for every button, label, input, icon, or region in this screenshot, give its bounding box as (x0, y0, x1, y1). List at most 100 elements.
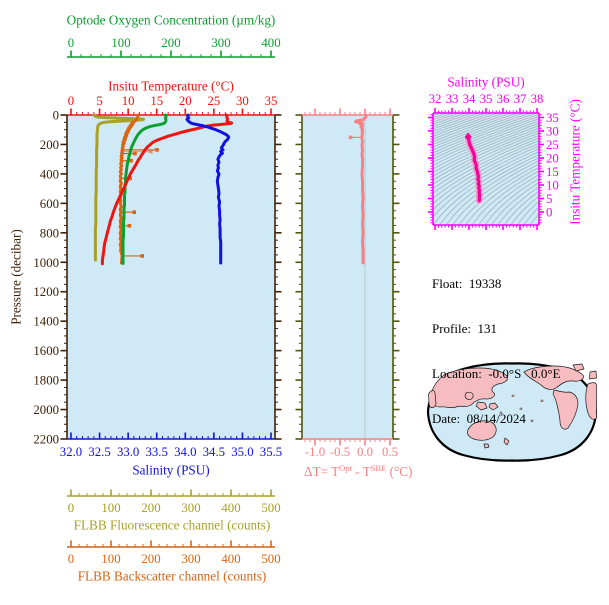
pressure-axis-title: Pressure (decibar) (8, 229, 24, 325)
delta-t-top-axis (302, 108, 393, 116)
svg-text:36: 36 (497, 92, 510, 106)
oxygen-axis-title: Optode Oxygen Concentration (µm/kg) (66, 12, 276, 28)
svg-text:400: 400 (261, 36, 280, 50)
svg-text:0: 0 (68, 501, 74, 515)
svg-text:0: 0 (53, 109, 59, 123)
salinity-axis-title: Salinity (PSU) (132, 462, 210, 478)
delta-t-label-part: - T (351, 464, 371, 480)
ts-surface-marker (464, 132, 472, 142)
float-id: Float: 19338 (432, 276, 502, 291)
svg-text:400: 400 (221, 552, 240, 566)
svg-text:15: 15 (150, 94, 163, 108)
svg-text:2200: 2200 (33, 433, 59, 447)
svg-text:33.0: 33.0 (117, 445, 139, 459)
float-info-block: Float: 19338 Profile: 131 Location: -0.0… (432, 246, 560, 456)
delta-t-pressure-border-r (392, 114, 400, 440)
svg-text:10: 10 (122, 94, 135, 108)
svg-text:2000: 2000 (33, 403, 59, 417)
svg-text:0: 0 (546, 206, 552, 220)
svg-text:0: 0 (68, 94, 74, 108)
flbb-fluorescence-series (92, 113, 145, 262)
svg-text:200: 200 (141, 552, 160, 566)
temperature-axis-title: Insitu Temperature (°C) (108, 78, 234, 94)
delta-t-bottom-axis: -1.0 -0.5 0.0 0.5 (302, 438, 398, 459)
fluorescence-axis-title: FLBB Fluorescence channel (counts) (73, 517, 271, 533)
svg-text:32.5: 32.5 (88, 445, 110, 459)
backscatter-axis-title: FLBB Backscatter channel (counts) (77, 568, 267, 584)
svg-text:100: 100 (111, 36, 130, 50)
ts-curve (464, 133, 483, 204)
svg-text:25: 25 (546, 138, 559, 152)
svg-text:34.5: 34.5 (203, 445, 225, 459)
svg-text:300: 300 (181, 501, 200, 515)
delta-temperature-series (348, 113, 368, 265)
svg-text:34: 34 (463, 92, 476, 106)
svg-text:35: 35 (546, 111, 559, 125)
svg-text:400: 400 (221, 501, 240, 515)
svg-text:-0.5: -0.5 (330, 445, 350, 459)
ts-temperature-axis-title: Insitu Temperature (°C) (567, 99, 583, 225)
temperature-axis: 0 5 10 15 20 25 30 35 (67, 94, 278, 116)
insitu-temperature-series (100, 113, 234, 266)
delta-t-panel: -1.0 -0.5 0.0 0.5 (295, 108, 400, 459)
delta-t-axis-title: ΔT= TOpt - TSBE (°C) (292, 449, 413, 491)
delta-t-label-sup-sbe: SBE (370, 462, 387, 473)
svg-text:33.5: 33.5 (146, 445, 168, 459)
svg-text:100: 100 (101, 501, 120, 515)
svg-text:200: 200 (161, 36, 180, 50)
svg-text:30: 30 (236, 94, 249, 108)
svg-text:10: 10 (546, 179, 559, 193)
svg-text:200: 200 (141, 501, 160, 515)
svg-text:800: 800 (40, 226, 59, 240)
svg-text:200: 200 (40, 138, 59, 152)
svg-text:5: 5 (546, 192, 552, 206)
svg-text:500: 500 (261, 552, 280, 566)
map-continents (428, 363, 597, 449)
delta-t-label-sup-opt: Opt (339, 462, 352, 473)
salinity-series (185, 113, 231, 265)
svg-text:1000: 1000 (33, 256, 59, 270)
svg-text:500: 500 (261, 501, 280, 515)
svg-text:400: 400 (40, 167, 59, 181)
svg-text:-1.0: -1.0 (305, 445, 325, 459)
svg-text:20: 20 (179, 94, 192, 108)
svg-text:0.0: 0.0 (357, 445, 373, 459)
main-profile-panel (67, 115, 275, 439)
svg-text:20: 20 (546, 152, 559, 166)
svg-text:25: 25 (207, 94, 220, 108)
salinity-axis: 32.0 32.5 33.0 33.5 34.0 34.5 35.0 35.5 (60, 432, 282, 459)
svg-text:32.0: 32.0 (60, 445, 82, 459)
svg-text:300: 300 (211, 36, 230, 50)
svg-text:1600: 1600 (33, 344, 59, 358)
location: Location: -0.0°S 0.0°E (432, 366, 561, 381)
optode-oxygen-series (121, 113, 168, 265)
oxygen-axis: 0 100 200 300 400 (67, 36, 281, 58)
profile-number: Profile: 131 (432, 321, 497, 336)
svg-text:15: 15 (546, 165, 559, 179)
fluorescence-axis: 0 100 200 300 400 500 (67, 489, 281, 515)
svg-text:38: 38 (531, 92, 544, 106)
delta-t-pressure-border-l (295, 114, 303, 440)
backscatter-axis: 0 100 200 300 400 500 (67, 540, 281, 566)
svg-text:0: 0 (68, 552, 74, 566)
svg-text:35: 35 (265, 94, 278, 108)
svg-text:32: 32 (429, 92, 442, 106)
svg-text:5: 5 (96, 94, 102, 108)
svg-text:600: 600 (40, 197, 59, 211)
profile-series (92, 113, 234, 266)
delta-t-label-part: ΔT= T (304, 464, 340, 480)
svg-text:30: 30 (546, 125, 559, 139)
svg-text:300: 300 (181, 552, 200, 566)
ts-salinity-axis-title: Salinity (PSU) (447, 74, 525, 90)
svg-text:35.0: 35.0 (231, 445, 253, 459)
delta-t-label-part: (°C) (386, 464, 413, 480)
svg-text:1400: 1400 (33, 315, 59, 329)
svg-text:1200: 1200 (33, 285, 59, 299)
svg-text:35: 35 (480, 92, 493, 106)
pressure-axis: 0 200 400 600 800 1000 1200 1400 1600 1800 2000 220… (33, 109, 282, 447)
date: Date: 08/14/2024 (432, 411, 526, 426)
svg-text:0.5: 0.5 (382, 445, 398, 459)
